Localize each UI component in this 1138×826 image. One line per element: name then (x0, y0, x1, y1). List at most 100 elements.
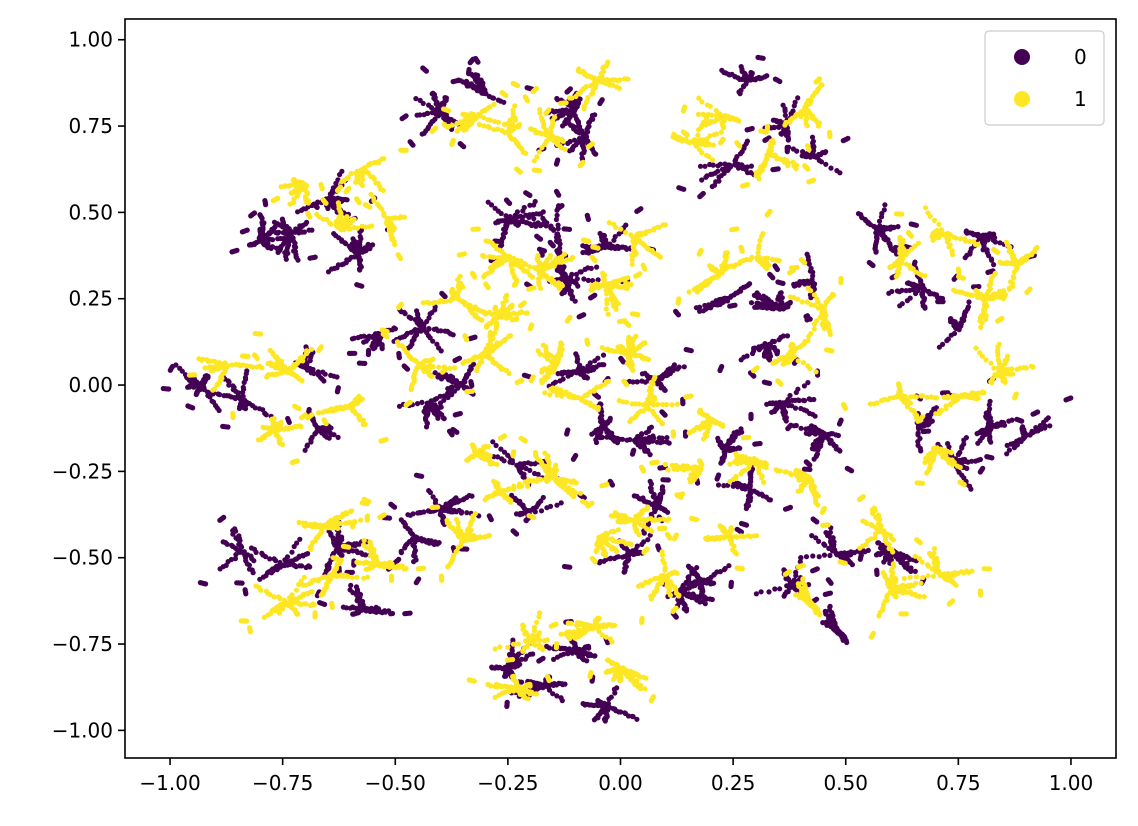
scatter-point (987, 398, 993, 404)
scatter-point (621, 569, 627, 575)
scatter-point (614, 685, 620, 691)
scatter-point (559, 698, 565, 704)
scatter-point (307, 564, 313, 570)
scatter-point (809, 134, 816, 140)
scatter-point (737, 91, 743, 97)
scatter-point (570, 109, 576, 115)
scatter-point (741, 84, 747, 90)
scatter-point (555, 222, 561, 228)
scatter-point (430, 90, 436, 96)
scatter-point (792, 99, 798, 105)
scatter-point (775, 279, 781, 285)
scatter-point (353, 584, 360, 590)
scatter-point (719, 363, 725, 370)
scatter-point (419, 131, 425, 137)
scatter-point (641, 530, 647, 536)
scatter-point (642, 436, 648, 442)
scatter-point (448, 389, 454, 395)
scatter-point (573, 351, 579, 357)
scatter-point (814, 596, 820, 602)
scatter-point (1042, 423, 1048, 429)
scatter-point (968, 486, 974, 492)
scatter-point (974, 431, 980, 437)
scatter-point (803, 426, 809, 432)
scatter-point (1047, 423, 1053, 429)
scatter-point (220, 539, 226, 545)
scatter-point (563, 100, 569, 106)
scatter-point (882, 237, 889, 243)
scatter-point (715, 163, 721, 169)
scatter-point (305, 551, 311, 557)
cluster-series-0 (762, 134, 851, 176)
scatter-point (730, 483, 736, 489)
scatter-point (738, 64, 744, 70)
scatter-point (530, 651, 536, 657)
scatter-point (722, 161, 728, 167)
scatter-point (469, 493, 475, 499)
scatter-point (716, 472, 722, 478)
scatter-point (793, 569, 799, 575)
scatter-point (639, 431, 645, 437)
scatter-point (638, 206, 644, 212)
scatter-point (321, 378, 327, 384)
scatter-point (980, 465, 986, 471)
scatter-point (569, 271, 575, 277)
scatter-point (875, 540, 881, 546)
scatter-point (487, 117, 493, 123)
scatter-point (502, 673, 508, 679)
scatter-point (800, 151, 806, 157)
scatter-point (366, 347, 372, 353)
scatter-point (607, 415, 613, 421)
cluster-series-0 (673, 281, 753, 318)
scatter-point (786, 144, 792, 150)
scatter-point (548, 225, 554, 231)
scatter-point (532, 198, 538, 205)
scatter-point (962, 255, 968, 261)
scatter-point (567, 148, 573, 154)
scatter-point (414, 112, 420, 118)
scatter-point (565, 373, 571, 379)
scatter-point (754, 290, 760, 296)
scatter-point (935, 299, 941, 305)
scatter-point (758, 589, 764, 595)
scatter-point (556, 239, 562, 245)
scatter-point (566, 646, 573, 652)
scatter-point (297, 536, 303, 542)
scatter-point (837, 448, 843, 454)
scatter-point (472, 334, 478, 340)
scatter-point (838, 417, 844, 423)
scatter-point (873, 249, 879, 255)
scatter-point (738, 520, 745, 527)
scatter-point (460, 111, 466, 117)
scatter-point (881, 207, 887, 213)
scatter-point (271, 219, 278, 225)
scatter-point (808, 295, 814, 301)
scatter-point (457, 410, 463, 417)
scatter-point (585, 643, 592, 649)
scatter-point (804, 251, 810, 257)
scatter-point (534, 233, 540, 239)
scatter-point (533, 85, 540, 92)
scatter-point (512, 103, 518, 109)
scatter-point (984, 454, 990, 460)
scatter-point (732, 302, 738, 308)
scatter-point (562, 146, 568, 152)
scatter-point (588, 83, 594, 89)
scatter-point (659, 409, 665, 415)
scatter-point (757, 440, 763, 447)
scatter-point (334, 374, 340, 380)
scatter-point (396, 403, 403, 409)
scatter-point (492, 205, 498, 211)
scatter-point (476, 82, 482, 88)
scatter-point (989, 257, 995, 263)
scatter-point (770, 117, 777, 123)
scatter-point (259, 550, 265, 556)
scatter-point (605, 59, 611, 65)
scatter-point (415, 510, 421, 516)
scatter-point (567, 86, 574, 92)
scatter-point (481, 123, 487, 129)
scatter-point (445, 386, 451, 392)
scatter-point (557, 378, 563, 384)
scatter-point (992, 239, 999, 245)
scatter-point (325, 205, 331, 212)
